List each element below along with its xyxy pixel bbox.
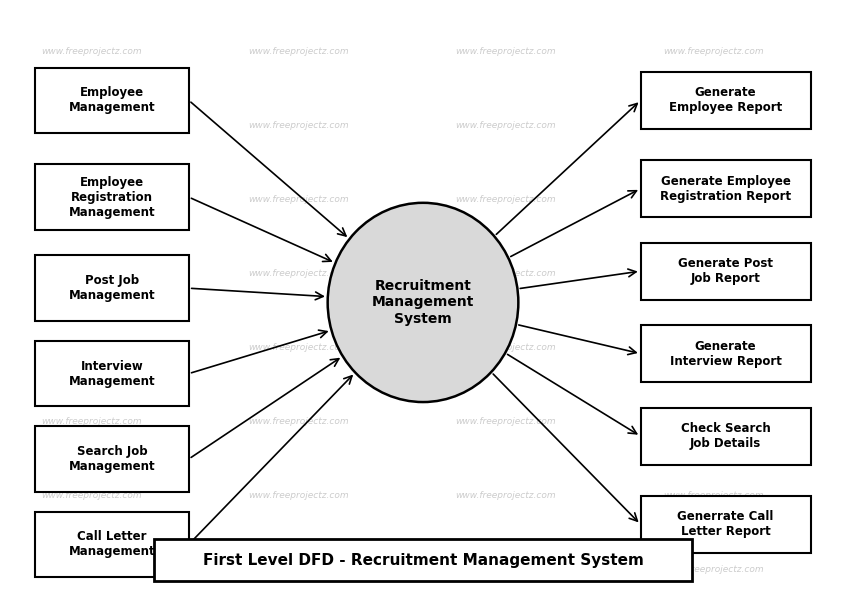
- Text: www.freeprojectz.com: www.freeprojectz.com: [456, 492, 556, 500]
- Text: www.freeprojectz.com: www.freeprojectz.com: [456, 196, 556, 205]
- Text: www.freeprojectz.com: www.freeprojectz.com: [41, 196, 141, 205]
- Text: www.freeprojectz.com: www.freeprojectz.com: [663, 492, 763, 500]
- Text: www.freeprojectz.com: www.freeprojectz.com: [249, 343, 349, 352]
- Text: Generate
Employee Report: Generate Employee Report: [669, 87, 783, 114]
- Text: www.freeprojectz.com: www.freeprojectz.com: [663, 269, 763, 279]
- Text: www.freeprojectz.com: www.freeprojectz.com: [41, 417, 141, 426]
- Text: www.freeprojectz.com: www.freeprojectz.com: [456, 269, 556, 279]
- Text: Generate
Interview Report: Generate Interview Report: [670, 340, 782, 368]
- Text: www.freeprojectz.com: www.freeprojectz.com: [249, 47, 349, 56]
- Text: www.freeprojectz.com: www.freeprojectz.com: [249, 417, 349, 426]
- Text: www.freeprojectz.com: www.freeprojectz.com: [456, 343, 556, 352]
- Text: Call Letter
Management: Call Letter Management: [69, 530, 156, 559]
- FancyBboxPatch shape: [36, 426, 189, 492]
- Text: www.freeprojectz.com: www.freeprojectz.com: [456, 122, 556, 130]
- Text: www.freeprojectz.com: www.freeprojectz.com: [41, 566, 141, 575]
- FancyBboxPatch shape: [640, 243, 810, 299]
- Text: www.freeprojectz.com: www.freeprojectz.com: [249, 566, 349, 575]
- Text: Generate Post
Job Report: Generate Post Job Report: [678, 257, 773, 285]
- Text: www.freeprojectz.com: www.freeprojectz.com: [663, 417, 763, 426]
- FancyBboxPatch shape: [36, 512, 189, 577]
- Text: Interview
Management: Interview Management: [69, 359, 156, 388]
- FancyBboxPatch shape: [640, 496, 810, 553]
- Text: Post Job
Management: Post Job Management: [69, 274, 156, 302]
- FancyBboxPatch shape: [640, 325, 810, 382]
- Text: www.freeprojectz.com: www.freeprojectz.com: [41, 122, 141, 130]
- Text: www.freeprojectz.com: www.freeprojectz.com: [41, 343, 141, 352]
- Text: www.freeprojectz.com: www.freeprojectz.com: [663, 343, 763, 352]
- Text: www.freeprojectz.com: www.freeprojectz.com: [249, 196, 349, 205]
- Text: First Level DFD - Recruitment Management System: First Level DFD - Recruitment Management…: [202, 553, 644, 568]
- FancyBboxPatch shape: [640, 408, 810, 465]
- Text: Recruitment
Management
System: Recruitment Management System: [371, 279, 475, 326]
- Text: Employee
Management: Employee Management: [69, 87, 156, 114]
- Text: Check Search
Job Details: Check Search Job Details: [681, 422, 771, 450]
- FancyBboxPatch shape: [36, 341, 189, 406]
- Text: www.freeprojectz.com: www.freeprojectz.com: [249, 122, 349, 130]
- FancyBboxPatch shape: [640, 160, 810, 217]
- Text: www.freeprojectz.com: www.freeprojectz.com: [41, 269, 141, 279]
- FancyBboxPatch shape: [36, 256, 189, 321]
- Text: www.freeprojectz.com: www.freeprojectz.com: [663, 122, 763, 130]
- Text: www.freeprojectz.com: www.freeprojectz.com: [249, 492, 349, 500]
- Ellipse shape: [327, 203, 519, 402]
- Text: www.freeprojectz.com: www.freeprojectz.com: [456, 566, 556, 575]
- Text: www.freeprojectz.com: www.freeprojectz.com: [456, 47, 556, 56]
- FancyBboxPatch shape: [36, 164, 189, 230]
- Text: www.freeprojectz.com: www.freeprojectz.com: [41, 47, 141, 56]
- Text: Employee
Registration
Management: Employee Registration Management: [69, 176, 156, 219]
- Text: www.freeprojectz.com: www.freeprojectz.com: [663, 196, 763, 205]
- Text: www.freeprojectz.com: www.freeprojectz.com: [456, 417, 556, 426]
- Text: Search Job
Management: Search Job Management: [69, 445, 156, 473]
- Text: Generate Employee
Registration Report: Generate Employee Registration Report: [660, 174, 791, 203]
- Text: www.freeprojectz.com: www.freeprojectz.com: [41, 492, 141, 500]
- Text: www.freeprojectz.com: www.freeprojectz.com: [663, 566, 763, 575]
- Text: Generrate Call
Letter Report: Generrate Call Letter Report: [678, 511, 774, 538]
- FancyBboxPatch shape: [36, 68, 189, 133]
- Text: www.freeprojectz.com: www.freeprojectz.com: [663, 47, 763, 56]
- Text: www.freeprojectz.com: www.freeprojectz.com: [249, 269, 349, 279]
- FancyBboxPatch shape: [153, 538, 692, 581]
- FancyBboxPatch shape: [640, 72, 810, 129]
